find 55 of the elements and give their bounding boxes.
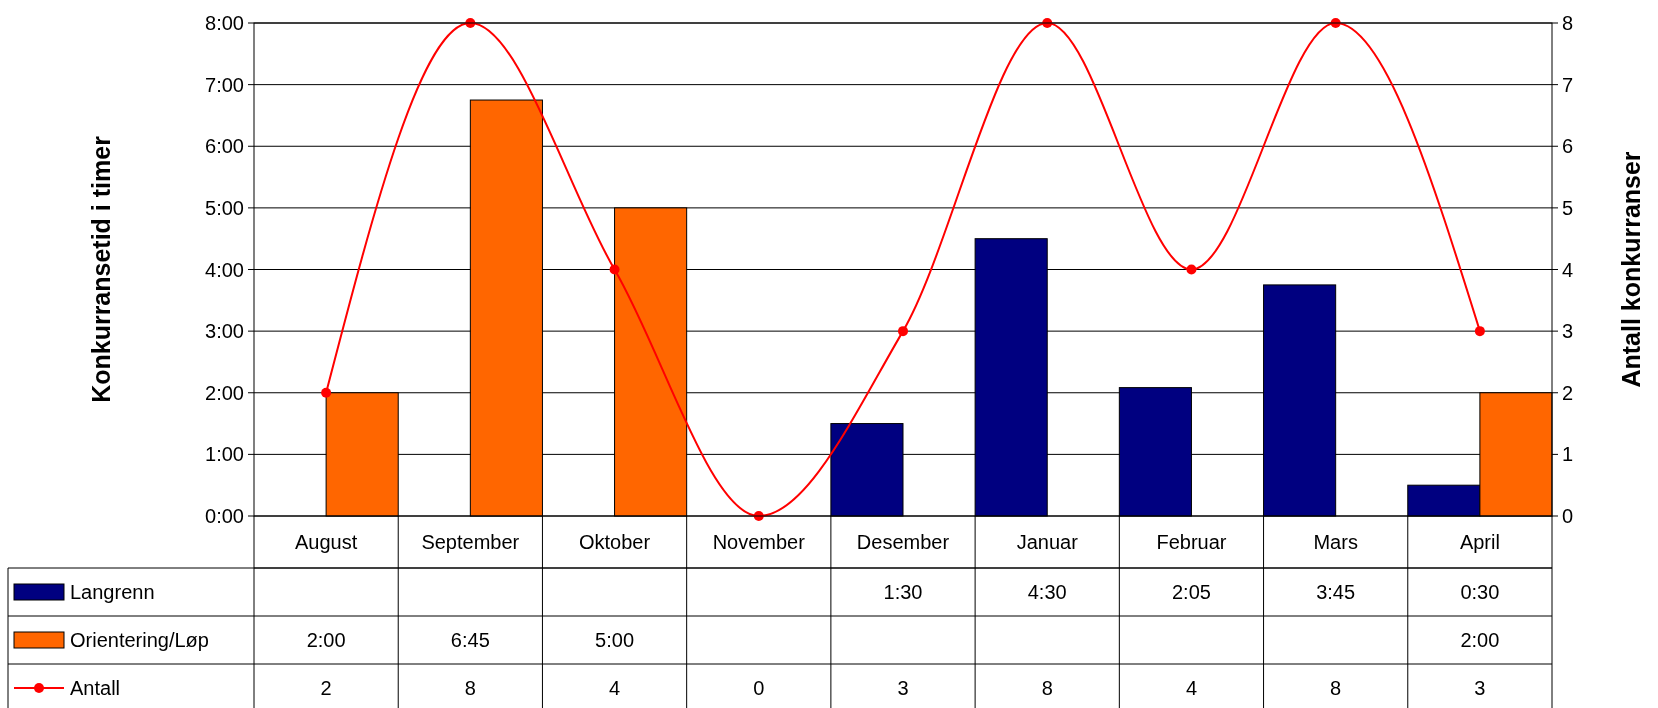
data-label: 6:45 bbox=[450, 629, 490, 651]
data-label: 3 bbox=[1474, 677, 1486, 699]
y-tick-label: 1:00 bbox=[205, 443, 244, 466]
point bbox=[1186, 264, 1197, 275]
x-tick-label: April bbox=[1459, 531, 1500, 553]
data-label: 3:45 bbox=[1316, 581, 1356, 603]
data-label: 8 bbox=[464, 677, 476, 699]
data-label: 0:30 bbox=[1460, 581, 1500, 603]
x-tick-label: Oktober bbox=[578, 531, 651, 553]
data-label: 4 bbox=[608, 677, 621, 699]
data-label: 8 bbox=[1330, 677, 1342, 699]
x-tick-label: November bbox=[712, 531, 806, 553]
y2-tick-label: 4 bbox=[1562, 258, 1574, 281]
data-label: 4 bbox=[1185, 677, 1198, 699]
y-tick-label: 5:00 bbox=[205, 196, 244, 219]
data-label: 2:00 bbox=[1460, 629, 1500, 651]
y2-tick-label: 8 bbox=[1562, 12, 1574, 34]
y-tick-label: 7:00 bbox=[205, 73, 244, 96]
y-axis-title: Konkurransetid i timer bbox=[87, 135, 115, 403]
data-label: 2 bbox=[320, 677, 332, 699]
y2-tick-label: 1 bbox=[1562, 443, 1574, 466]
y2-tick-label: 5 bbox=[1562, 196, 1574, 219]
y-tick-label: 6:00 bbox=[205, 135, 244, 158]
x-tick-label: Januar bbox=[1016, 531, 1079, 553]
x-tick-label: Mars bbox=[1313, 531, 1358, 553]
y2-tick-label: 7 bbox=[1562, 73, 1574, 96]
x-tick-label: August bbox=[294, 531, 358, 553]
data-label: 4:30 bbox=[1027, 581, 1067, 603]
point bbox=[609, 264, 620, 275]
y-tick-label: 4:00 bbox=[205, 258, 244, 281]
data-label: 1:30 bbox=[883, 581, 923, 603]
y2-tick-label: 3 bbox=[1562, 320, 1574, 343]
data-label: 8 bbox=[1041, 677, 1053, 699]
x-tick-label: Februar bbox=[1156, 531, 1227, 553]
y-tick-label: 3:00 bbox=[205, 320, 244, 343]
y-tick-label: 2:00 bbox=[205, 381, 244, 404]
legend-label: Antall bbox=[70, 677, 121, 699]
x-tick-label: Desember bbox=[856, 531, 950, 553]
y-tick-label: 8:00 bbox=[205, 12, 244, 34]
data-label: 2:05 bbox=[1171, 581, 1211, 603]
data-label: 2:00 bbox=[306, 629, 346, 651]
legend-label: Langrenn bbox=[70, 581, 155, 603]
y2-tick-label: 2 bbox=[1562, 381, 1574, 404]
data-label: 5:00 bbox=[595, 629, 635, 651]
y2-axis-title: Antall konkurranser bbox=[1617, 151, 1645, 388]
point bbox=[321, 387, 332, 398]
y2-tick-label: 6 bbox=[1562, 135, 1574, 158]
data-label: 3 bbox=[897, 677, 909, 699]
point bbox=[898, 326, 908, 337]
y2-tick-label: 0 bbox=[1562, 505, 1574, 527]
legend-label: Orientering/Løp bbox=[70, 629, 209, 651]
data-label: 0 bbox=[753, 677, 765, 699]
y-tick-label: 0:00 bbox=[205, 505, 244, 527]
x-tick-label: September bbox=[421, 531, 520, 553]
point bbox=[1474, 326, 1485, 337]
